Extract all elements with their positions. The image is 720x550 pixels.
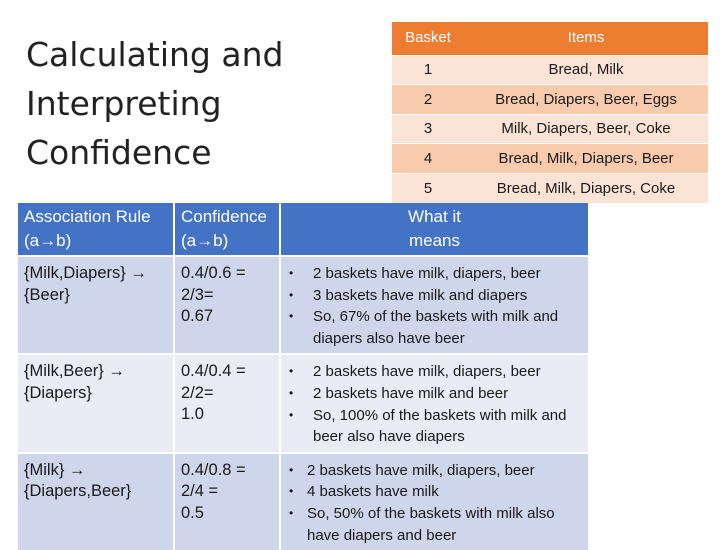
basket-items: Bread, Milk, Diapers, Beer — [464, 143, 708, 173]
rule-rhs: {Diapers,Beer} — [24, 482, 132, 501]
basket-number: 1 — [392, 54, 464, 85]
table-row: {Milk,Diapers} → {Beer} 0.4/0.6 = 2/3= 0… — [18, 254, 588, 355]
confidence-line: 0.4/0.8 = — [181, 460, 246, 479]
title-line: Confidence — [26, 133, 212, 172]
list-item: So, 100% of the baskets with milk and be… — [289, 405, 584, 448]
basket-items: Bread, Milk, Diapers, Coke — [464, 172, 708, 203]
basket-number: 5 — [392, 172, 464, 203]
confidence-cell: 0.4/0.6 = 2/3= 0.67 — [174, 254, 281, 355]
confidence-cell: 0.4/0.4 = 2/2= 1.0 — [174, 353, 281, 453]
table-row: 1 Bread, Milk — [392, 54, 708, 85]
confidence-line: 0.4/0.6 = — [181, 264, 246, 282]
basket-number: 4 — [392, 143, 464, 173]
means-cell: 2 baskets have milk, diapers, beer 2 bas… — [280, 353, 588, 453]
confidence-header-line: (a→b) — [181, 231, 229, 250]
rule-lhs: {Milk,Diapers} → — [24, 264, 147, 282]
confidence-line: 2/2= — [181, 383, 214, 402]
table-row: 4 Bread, Milk, Diapers, Beer — [392, 143, 708, 173]
list-item: So, 50% of the baskets with milk also ha… — [289, 503, 584, 546]
list-item: 3 baskets have milk and diapers — [289, 285, 584, 307]
title-line: Interpreting — [26, 84, 222, 123]
list-item: 2 baskets have milk, diapers, beer — [289, 361, 584, 383]
basket-table-header: Basket Items — [392, 22, 708, 55]
confidence-line: 2/4 = — [181, 482, 219, 501]
rule-rhs: {Diapers} — [24, 383, 92, 402]
title-line: Calculating and — [26, 35, 284, 74]
means-header-line: means — [408, 231, 461, 250]
list-item: 4 baskets have milk — [289, 481, 584, 503]
rule-lhs: {Milk,Beer} → — [24, 362, 125, 381]
rule-header-line: Association Rule — [24, 207, 151, 226]
rule-rhs: {Beer} — [24, 285, 70, 304]
basket-number: 3 — [392, 113, 464, 144]
rule-lhs: {Milk} → — [24, 460, 86, 479]
rule-cell: {Milk} → {Diapers,Beer} — [18, 451, 175, 550]
confidence-line: 1.0 — [181, 405, 204, 424]
rules-table-header: Association Rule (a→b) Confidence (a→b) … — [18, 203, 588, 256]
list-item: 2 baskets have milk, diapers, beer — [289, 263, 584, 285]
rule-header: Association Rule (a→b) — [18, 203, 175, 256]
list-item: So, 67% of the baskets with milk and dia… — [289, 306, 584, 349]
confidence-line: 0.5 — [181, 503, 204, 522]
means-list: 2 baskets have milk, diapers, beer 2 bas… — [289, 361, 584, 447]
basket-items: Bread, Diapers, Beer, Eggs — [464, 84, 708, 114]
list-item: 2 baskets have milk and beer — [289, 383, 584, 405]
confidence-line: 2/3= — [181, 285, 214, 304]
confidence-header: Confidence (a→b) — [174, 203, 281, 256]
table-row: {Milk} → {Diapers,Beer} 0.4/0.8 = 2/4 = … — [18, 451, 588, 550]
confidence-header-line: Confidence — [181, 207, 268, 226]
basket-number: 2 — [392, 84, 464, 114]
table-row: 3 Milk, Diapers, Beer, Coke — [392, 113, 708, 144]
list-item: 2 baskets have milk, diapers, beer — [289, 460, 584, 482]
slide-title: Calculating and Interpreting Confidence — [26, 30, 366, 177]
rule-cell: {Milk,Beer} → {Diapers} — [18, 353, 175, 453]
rules-table: Association Rule (a→b) Confidence (a→b) … — [18, 203, 588, 550]
rule-header-line: (a→b) — [24, 231, 72, 250]
rule-cell: {Milk,Diapers} → {Beer} — [18, 254, 175, 355]
confidence-line: 0.67 — [181, 307, 214, 325]
means-header-line: What it — [408, 207, 461, 226]
means-cell: 2 baskets have milk, diapers, beer 4 bas… — [280, 451, 588, 550]
means-list: 2 baskets have milk, diapers, beer 4 bas… — [289, 460, 584, 546]
means-list: 2 baskets have milk, diapers, beer 3 bas… — [289, 263, 584, 349]
table-row: {Milk,Beer} → {Diapers} 0.4/0.4 = 2/2= 1… — [18, 353, 588, 453]
confidence-cell: 0.4/0.8 = 2/4 = 0.5 — [174, 451, 281, 550]
items-header: Items — [464, 22, 708, 55]
means-header: What it means — [280, 203, 588, 256]
table-row: 5 Bread, Milk, Diapers, Coke — [392, 172, 708, 203]
confidence-line: 0.4/0.4 = — [181, 362, 246, 381]
basket-header: Basket — [392, 22, 464, 55]
basket-items: Bread, Milk — [464, 54, 708, 85]
basket-items: Milk, Diapers, Beer, Coke — [464, 113, 708, 144]
table-row: 2 Bread, Diapers, Beer, Eggs — [392, 84, 708, 114]
means-cell: 2 baskets have milk, diapers, beer 3 bas… — [280, 254, 588, 355]
basket-table: Basket Items 1 Bread, Milk 2 Bread, Diap… — [392, 22, 708, 203]
